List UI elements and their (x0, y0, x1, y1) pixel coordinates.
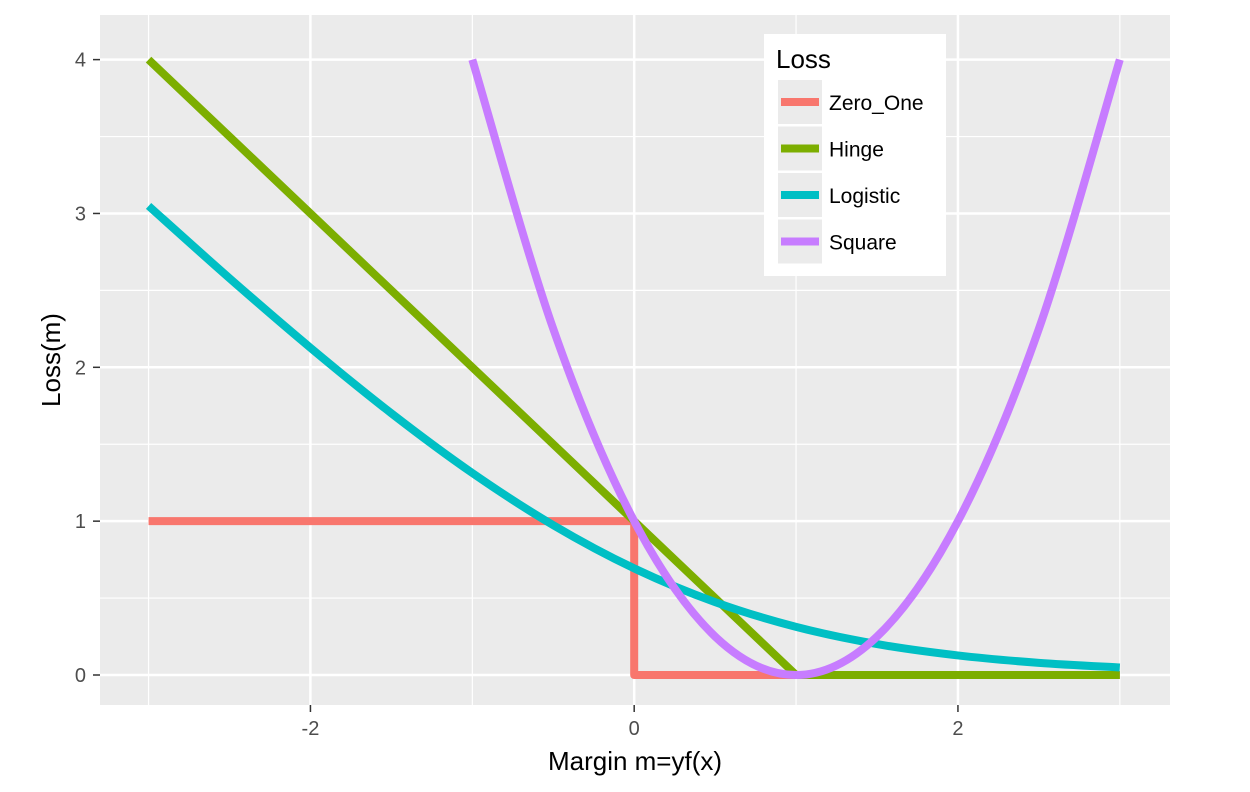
y-tick-label: 4 (75, 50, 86, 72)
x-tick-label: -2 (302, 718, 320, 740)
legend-label-hinge: Hinge (829, 139, 884, 162)
x-axis-label: Margin m=yf(x) (548, 746, 722, 776)
legend: Loss Zero_One Hinge Logistic Square (764, 34, 946, 276)
y-tick-label: 1 (75, 511, 86, 533)
legend-title: Loss (776, 44, 831, 74)
series-line-square (468, 58, 1124, 679)
y-axis-label: Loss(m) (36, 313, 66, 407)
y-tick-label: 3 (75, 203, 86, 225)
legend-label-square: Square (829, 232, 897, 255)
y-tick-label: 0 (75, 665, 86, 687)
x-tick-label: 2 (952, 718, 963, 740)
series-line-logistic (145, 202, 1121, 672)
legend-label-logistic: Logistic (829, 185, 900, 208)
y-tick-label: 2 (75, 357, 86, 379)
x-tick-label: 0 (629, 718, 640, 740)
legend-label-zero-one: Zero_One (829, 92, 924, 115)
